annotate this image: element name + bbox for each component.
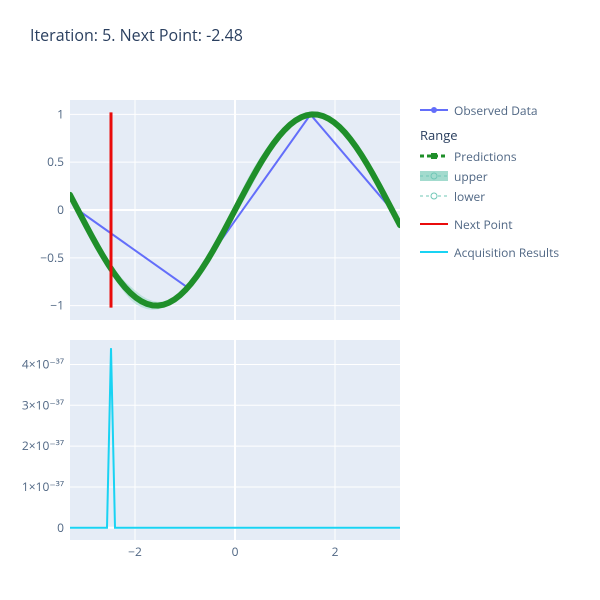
legend-lower-label: lower bbox=[454, 188, 485, 205]
legend-predictions-label: Predictions bbox=[454, 148, 517, 165]
legend-acquisition[interactable]: Acquisition Results bbox=[420, 242, 559, 262]
bottom-chart bbox=[70, 340, 400, 540]
svg-text:3×10⁻³⁷: 3×10⁻³⁷ bbox=[22, 396, 64, 413]
legend-next-point-label: Next Point bbox=[454, 216, 513, 233]
svg-text:2: 2 bbox=[332, 543, 339, 560]
legend-observed[interactable]: Observed Data bbox=[420, 100, 559, 120]
svg-text:−1: −1 bbox=[50, 297, 64, 314]
svg-text:−2: −2 bbox=[128, 543, 142, 560]
legend-range-title: Range bbox=[420, 126, 559, 144]
svg-text:1: 1 bbox=[57, 105, 64, 122]
legend-lower[interactable]: lower bbox=[420, 186, 559, 206]
svg-text:0.5: 0.5 bbox=[47, 153, 64, 170]
svg-text:0: 0 bbox=[57, 201, 64, 218]
legend-observed-label: Observed Data bbox=[454, 102, 538, 119]
legend-predictions[interactable]: Predictions bbox=[420, 146, 559, 166]
svg-text:1×10⁻³⁷: 1×10⁻³⁷ bbox=[22, 478, 64, 495]
legend-upper-label: upper bbox=[454, 168, 488, 185]
svg-text:4×10⁻³⁷: 4×10⁻³⁷ bbox=[22, 355, 64, 372]
chart-title: Iteration: 5. Next Point: -2.48 bbox=[30, 24, 243, 46]
svg-text:0: 0 bbox=[232, 543, 239, 560]
legend-upper[interactable]: upper bbox=[420, 166, 559, 186]
legend-acquisition-label: Acquisition Results bbox=[454, 244, 559, 261]
svg-text:0: 0 bbox=[57, 519, 64, 536]
svg-text:−0.5: −0.5 bbox=[40, 249, 64, 266]
top-chart bbox=[70, 100, 400, 320]
svg-text:2×10⁻³⁷: 2×10⁻³⁷ bbox=[22, 437, 64, 454]
legend-next-point[interactable]: Next Point bbox=[420, 214, 559, 234]
legend: Observed Data Range Predictions upper lo… bbox=[420, 100, 559, 262]
